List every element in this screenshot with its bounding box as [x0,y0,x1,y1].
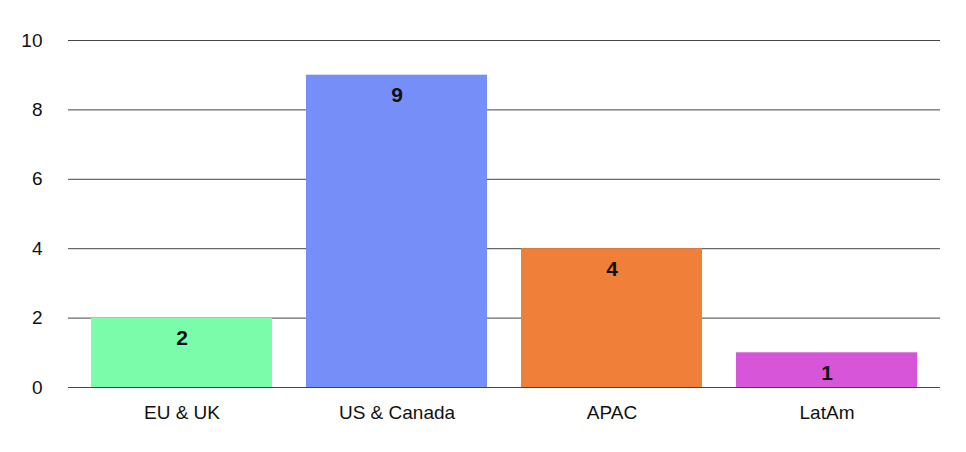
svg-text:6: 6 [32,168,43,189]
svg-text:4: 4 [606,257,618,280]
svg-text:US & Canada: US & Canada [339,402,456,423]
svg-text:8: 8 [32,99,43,120]
svg-text:10: 10 [21,30,42,51]
svg-text:1: 1 [821,361,833,384]
svg-text:2: 2 [176,326,188,349]
svg-text:2: 2 [32,307,43,328]
svg-text:EU & UK: EU & UK [144,402,220,423]
svg-text:9: 9 [391,83,403,106]
svg-text:LatAm: LatAm [800,402,855,423]
svg-text:0: 0 [32,377,43,398]
svg-text:4: 4 [32,238,43,259]
svg-text:APAC: APAC [587,402,637,423]
